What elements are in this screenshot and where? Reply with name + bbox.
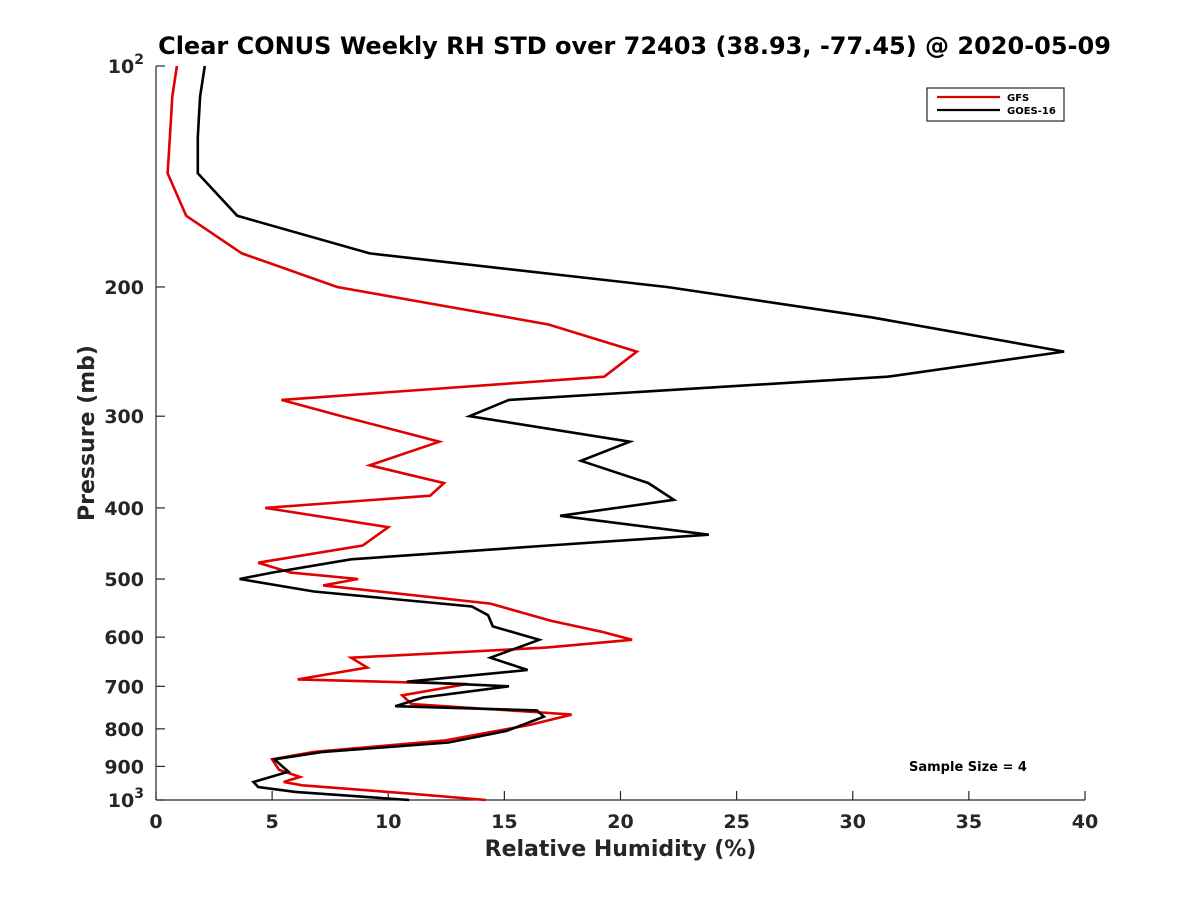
y-tick-label: 200 — [104, 277, 144, 299]
x-tick-label: 25 — [723, 811, 749, 833]
y-tick-label: 500 — [104, 569, 144, 591]
y-tick-exponent: 3 — [134, 786, 144, 802]
y-tick-label: 102 — [108, 52, 144, 78]
series-line-gfs — [166, 65, 640, 802]
y-tick-label: 103 — [108, 786, 144, 812]
y-tick-label: 700 — [104, 676, 144, 698]
series-layer — [166, 65, 1065, 802]
x-tick-label: 10 — [375, 811, 401, 833]
sample-size-annotation: Sample Size = 4 — [909, 760, 1027, 775]
y-tick-label: 600 — [104, 627, 144, 649]
x-tick-label: 15 — [491, 811, 517, 833]
legend: GFS GOES-16 — [926, 87, 1065, 122]
y-tick-base: 10 — [108, 56, 134, 78]
legend-label: GFS — [1007, 93, 1029, 104]
x-tick-label: 0 — [149, 811, 162, 833]
x-axis-label: Relative Humidity (%) — [485, 837, 757, 862]
y-axis-label: Pressure (mb) — [75, 345, 100, 521]
legend-box — [926, 87, 1065, 122]
y-tick-label: 300 — [104, 406, 144, 428]
x-tick-label: 20 — [607, 811, 633, 833]
x-tick-label: 5 — [266, 811, 279, 833]
y-tick-label: 800 — [104, 719, 144, 741]
series-line-goes-16 — [196, 65, 1065, 802]
axes: 0 5 10 15 20 25 30 35 40102200300400500600700800… — [104, 52, 1098, 833]
y-tick-label: 400 — [104, 498, 144, 520]
x-tick-label: 35 — [956, 811, 982, 833]
x-tick-label: 40 — [1072, 811, 1098, 833]
chart-title: Clear CONUS Weekly RH STD over 72403 (38… — [158, 32, 1111, 60]
legend-label: GOES-16 — [1007, 106, 1056, 117]
x-tick-label: 30 — [840, 811, 866, 833]
y-tick-base: 10 — [108, 790, 134, 812]
y-tick-exponent: 2 — [134, 52, 144, 68]
y-tick-label: 900 — [104, 756, 144, 778]
